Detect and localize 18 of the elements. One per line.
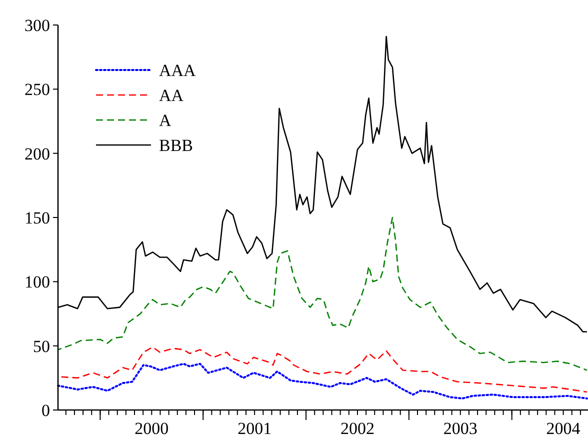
legend-label: AAA <box>159 60 197 80</box>
y-tick-label: 50 <box>33 336 50 356</box>
y-tick-label: 150 <box>24 208 50 228</box>
x-tick-label: 2004 <box>546 419 581 438</box>
y-tick-label: 100 <box>24 272 50 292</box>
legend-label: A <box>159 110 172 130</box>
line-series <box>57 362 588 400</box>
line-series <box>57 216 588 371</box>
x-tick-label: 2002 <box>340 419 374 438</box>
x-tick-label: 2001 <box>238 419 272 438</box>
y-tick-label: 250 <box>24 80 50 100</box>
legend-label: BBB <box>159 136 194 155</box>
x-tick-label: 2000 <box>134 419 169 438</box>
legend-label: AA <box>159 86 184 105</box>
y-tick-label: 200 <box>24 144 50 164</box>
y-tick-label: 0 <box>42 400 50 420</box>
y-tick-label: 300 <box>24 16 50 35</box>
x-tick-label: 2003 <box>443 419 478 438</box>
